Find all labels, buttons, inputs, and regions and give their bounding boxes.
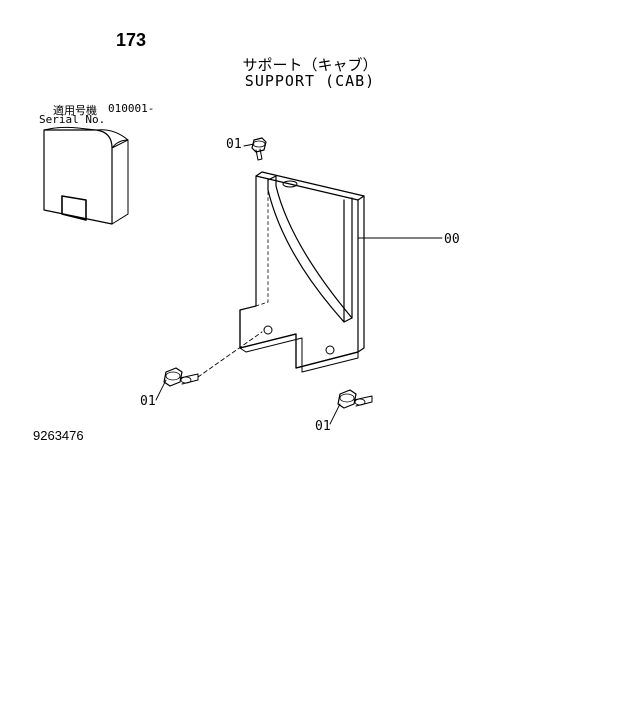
page-root: 173 サポート（キャブ） SUPPORT (CAB) 適用号機 010001-… [0,0,620,724]
locator-inset [44,127,128,224]
bolt-top [252,138,266,160]
bolt-left [164,368,198,386]
diagram-svg [0,0,620,724]
main-bracket [240,172,364,372]
